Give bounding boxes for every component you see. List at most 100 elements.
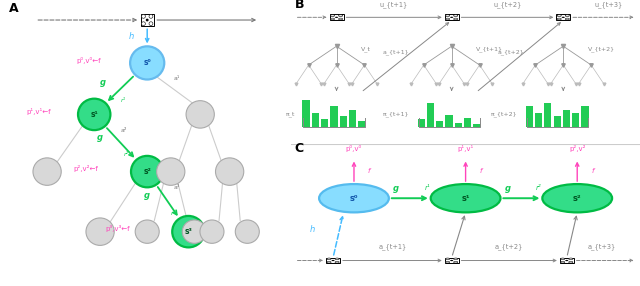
Text: V_{t+1}: V_{t+1} [476,46,503,52]
FancyBboxPatch shape [445,14,459,20]
Bar [417,119,425,127]
Text: h: h [310,225,315,234]
Text: s³: s³ [184,227,193,236]
Circle shape [454,18,458,20]
Circle shape [141,22,145,25]
Circle shape [86,218,114,245]
Text: s²: s² [573,194,582,203]
Text: s²: s² [143,167,151,176]
Circle shape [561,258,564,260]
Circle shape [182,220,206,243]
Circle shape [557,18,561,20]
Circle shape [450,17,453,18]
Text: a_{t+1}: a_{t+1} [383,49,409,55]
Text: g: g [100,78,106,88]
Text: p⁰,v⁰: p⁰,v⁰ [346,145,362,152]
Text: s¹: s¹ [90,110,98,119]
Circle shape [335,17,338,18]
Circle shape [186,101,214,128]
Text: a_{t+1}: a_{t+1} [378,243,406,250]
Circle shape [569,261,573,263]
Circle shape [157,158,185,185]
Text: C: C [294,142,304,155]
Circle shape [339,18,342,20]
Circle shape [149,15,153,18]
Text: g: g [393,184,399,193]
Circle shape [542,184,612,212]
Text: r¹: r¹ [121,98,126,103]
Circle shape [431,184,500,212]
Text: s⁰: s⁰ [349,194,358,203]
Circle shape [130,46,164,80]
Circle shape [454,15,458,17]
Circle shape [216,158,244,185]
Text: h: h [129,32,134,41]
Bar [436,121,444,127]
Bar [454,123,462,127]
Text: p¹,v¹←f: p¹,v¹←f [26,108,51,115]
Text: s¹: s¹ [461,194,470,203]
Text: p⁰,v⁰←f: p⁰,v⁰←f [76,57,100,63]
Text: A: A [9,2,19,15]
Circle shape [335,258,339,260]
Bar [312,113,319,127]
Text: a_{t+2}: a_{t+2} [497,49,524,55]
Text: r²: r² [124,152,129,157]
Text: π_{t+1}: π_{t+1} [383,112,410,117]
Circle shape [327,258,331,260]
Bar [427,103,434,127]
Circle shape [454,258,458,260]
Circle shape [445,15,450,17]
Text: f: f [591,168,594,174]
FancyBboxPatch shape [326,258,340,263]
Text: r²: r² [536,185,541,191]
Text: p²,v²←f: p²,v²←f [73,165,98,172]
Text: p¹,v¹: p¹,v¹ [458,145,474,152]
Bar [349,110,356,127]
Bar [572,113,579,127]
Circle shape [450,260,453,261]
Text: r³: r³ [171,210,176,216]
Circle shape [454,261,458,263]
Text: V_{t+2}: V_{t+2} [588,46,615,52]
Circle shape [565,15,570,17]
Text: f: f [479,168,482,174]
Circle shape [146,19,148,21]
Circle shape [135,220,159,243]
Circle shape [332,260,335,261]
Bar [464,118,471,127]
Circle shape [335,261,339,263]
Circle shape [327,261,331,263]
Text: π_t: π_t [285,112,294,117]
Circle shape [33,158,61,185]
Text: s⁰: s⁰ [143,58,151,67]
Bar [340,116,347,127]
Circle shape [562,17,564,18]
Circle shape [445,18,450,20]
FancyBboxPatch shape [560,258,573,263]
Text: g: g [144,191,150,200]
Circle shape [445,261,450,263]
Text: u_{t+2}: u_{t+2} [493,1,522,8]
Circle shape [78,99,111,130]
Bar [525,106,533,127]
Circle shape [561,261,564,263]
Text: u_{t+1}: u_{t+1} [380,1,408,8]
Text: g: g [97,133,103,142]
Circle shape [565,18,570,20]
FancyBboxPatch shape [141,14,154,26]
Bar [474,124,481,127]
FancyBboxPatch shape [445,258,459,263]
Bar [330,106,337,127]
Circle shape [149,22,153,25]
Bar [535,113,542,127]
Text: a_{t+2}: a_{t+2} [495,243,524,250]
Circle shape [445,258,450,260]
Circle shape [569,258,573,260]
Text: π_{t+2}: π_{t+2} [492,112,518,117]
Bar [303,100,310,127]
FancyBboxPatch shape [556,14,570,20]
Circle shape [557,15,561,17]
Circle shape [330,18,335,20]
Bar [563,110,570,127]
